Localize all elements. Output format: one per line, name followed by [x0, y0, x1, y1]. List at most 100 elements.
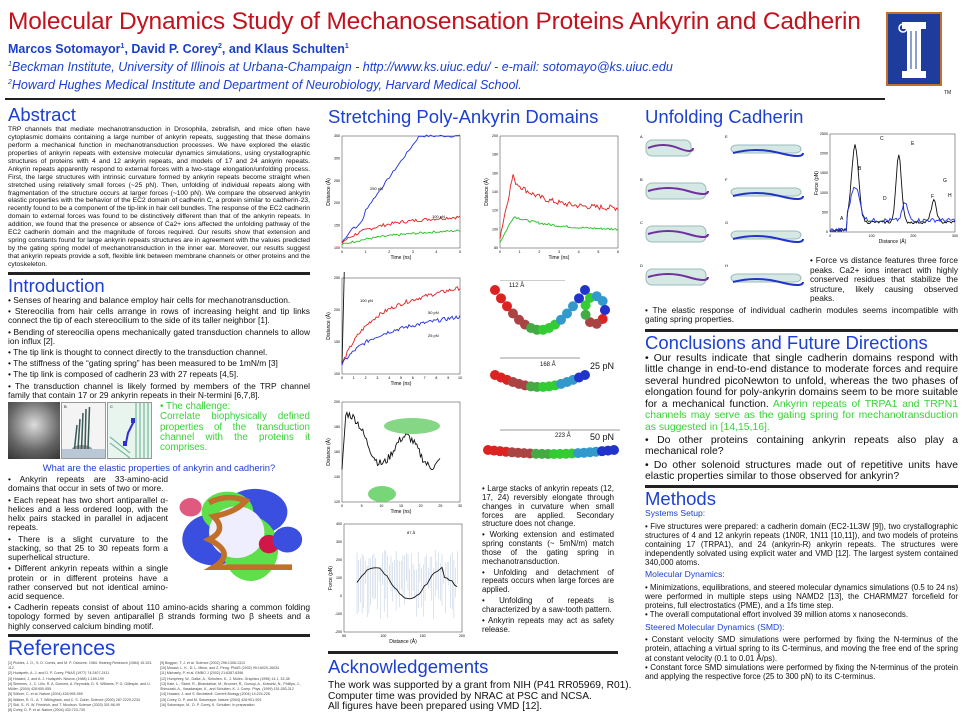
challenge-box: • The challenge: Correlate biophysically…	[160, 401, 310, 454]
reference-item: [12] Humphrey, W., Dalke, A., Schulten, …	[160, 676, 290, 681]
y-tick-label: 0	[826, 230, 828, 234]
series-label: 100 pN	[432, 214, 445, 219]
x-tick-label: 1	[365, 250, 367, 254]
structure-force: 25 pN	[590, 361, 615, 371]
challenge-text: Correlate biophysically defined properti…	[160, 411, 310, 454]
methods-subheading: Molecular Dynamics:	[645, 569, 725, 580]
reference-item: [16] Sotomayor, M., D. P. Corey, K. Schu…	[160, 702, 255, 707]
ankyrin-compressed-structure	[580, 300, 591, 311]
y-tick-label: 160	[492, 171, 498, 175]
x-axis-label: Time (ns)	[549, 255, 570, 261]
panel-label: D	[640, 263, 643, 268]
y-tick-label: 100	[336, 576, 342, 580]
smoothed-force-line	[356, 566, 458, 600]
panel-label: F	[725, 177, 728, 182]
stretching-heading: Stretching Poly-Ankyrin Domains	[328, 106, 599, 127]
plot-distance-time-constant-velocity: 0 1 2 3 4 5 6 80 100 120 140 160 180 200 Time (ns) Dist…	[483, 134, 619, 261]
y-tick-label: 80	[494, 246, 498, 250]
y-tick-label: 140	[492, 190, 498, 194]
x-tick-label: 5	[597, 250, 599, 254]
ankyrin-curved-structure	[508, 308, 518, 319]
x-tick-label: 200	[459, 634, 465, 638]
ankyrin-curved-structure	[556, 314, 566, 325]
ankyrin-curved-structure	[562, 308, 572, 319]
x-tick-label: 7	[424, 376, 426, 380]
methods-paragraph: • Five structures were prepared: a cadhe…	[645, 521, 958, 568]
series-label: 25 pN	[428, 333, 439, 338]
methods-paragraph: • Minimizations, equilibrations, and ste…	[645, 583, 958, 611]
conclusions-heading: Conclusions and Future Directions	[645, 331, 928, 353]
y-axis-label: Distance (Å)	[325, 178, 332, 206]
beta-strand	[732, 192, 804, 200]
series-label: 250 pN	[370, 186, 383, 191]
beta-strand	[732, 235, 804, 243]
y-tick-label: 100	[334, 246, 340, 250]
ankyrin-structures-stretched	[483, 280, 620, 459]
x-tick-label: 2	[388, 250, 390, 254]
x-tick-label: 5	[400, 376, 402, 380]
cadherin-caption: • Force vs distance features three force…	[810, 255, 958, 304]
beta-strand	[732, 149, 804, 157]
plot-distance-time-250pn: 0 1 2 3 4 5 100 150 200 250 300 350 Time (ns) Distanc…	[325, 134, 461, 261]
y-tick-label: 160	[334, 450, 340, 454]
x-tick-label: 25	[438, 504, 442, 508]
panel-label: E	[725, 134, 728, 139]
ankyrin-curved-structure	[496, 293, 506, 304]
ankyrin-curved-structure	[502, 301, 512, 312]
y-axis-label: Distance (Å)	[325, 438, 332, 466]
panel-label: C	[110, 404, 113, 410]
y-tick-label: 200	[334, 201, 340, 205]
series-line	[341, 411, 441, 471]
y-tick-label: 120	[492, 209, 498, 213]
x-tick-label: 9	[447, 376, 449, 380]
university-logo	[886, 12, 942, 86]
ankyrin-bullet: • Different ankyrin repeats within a sin…	[8, 563, 168, 601]
x-tick-label: 20	[419, 504, 423, 508]
y-axis-label: Distance (Å)	[483, 178, 490, 206]
panel-label: A	[640, 134, 643, 139]
beta-strand	[732, 278, 804, 286]
beta-strand	[647, 187, 709, 195]
series-label: 50 pN	[428, 310, 439, 315]
series-line-25pn	[341, 315, 461, 366]
x-tick-label: 0	[499, 250, 501, 254]
intro-bullet: • Bending of stereocilia opens mechanica…	[8, 326, 310, 346]
y-tick-label: 120	[334, 500, 340, 504]
stereocilia-diagram: B	[61, 402, 106, 460]
x-tick-label: 0	[829, 234, 831, 238]
conclusion-highlight: Ankyrin repeats of TRPA1 and TRPN1 chann…	[645, 398, 958, 433]
y-tick-label: 200	[334, 308, 340, 312]
intro-bullet: • The transduction channel is likely for…	[8, 380, 310, 400]
references-heading: References	[8, 636, 116, 660]
reference-item: [13] Kalé, L., Skeel, R., Bhandarkar, M.…	[160, 681, 301, 692]
plot-distance-time-low-force: 0 1 2 3 4 5 6 7 8 9 10 100 150 200 250 Time (ns) Distanc…	[325, 272, 462, 387]
x-tick-label: 3	[558, 250, 560, 254]
x-tick-label: 3	[412, 250, 414, 254]
ankyrin-curved-structure	[490, 285, 500, 295]
x-tick-label: 2	[365, 376, 367, 380]
cadherin-unfolding-snapshots: A B C D E F G H	[640, 134, 804, 286]
force-line-with-calcium	[829, 144, 956, 233]
y-tick-label: 2000	[820, 152, 828, 156]
ankyrin-compressed-structure	[585, 317, 595, 328]
y-tick-label: 350	[334, 134, 340, 138]
introduction-heading: Introduction	[8, 274, 105, 296]
stretching-bullet: • Ankyrin repeats may act as safety rele…	[482, 615, 614, 634]
peak-label: G	[943, 178, 947, 184]
reference-item: [2] Hudspeth, A. J. and D. P. Corey. PNA…	[8, 671, 110, 676]
panel-label: G	[725, 220, 728, 225]
methods-heading: Methods	[645, 487, 716, 509]
force-line-without-calcium	[829, 186, 956, 233]
divider	[8, 633, 310, 637]
x-tick-label: 10	[458, 376, 462, 380]
beta-strand	[647, 273, 709, 281]
divider	[8, 271, 310, 275]
ankyrin-snapshot	[384, 418, 440, 434]
aff-text: Howard Hughes Medical Institute and Depa…	[11, 78, 522, 92]
cadherin-snapshot	[645, 182, 707, 200]
series-line-100pn	[341, 215, 461, 244]
intro-bullet: • Stereocilia from hair cells arrange in…	[8, 306, 310, 326]
author: David P. Corey	[131, 42, 219, 56]
y-tick-label: 100	[334, 372, 340, 376]
poster-title: Molecular Dynamics Study of Mechanosensa…	[8, 8, 861, 35]
